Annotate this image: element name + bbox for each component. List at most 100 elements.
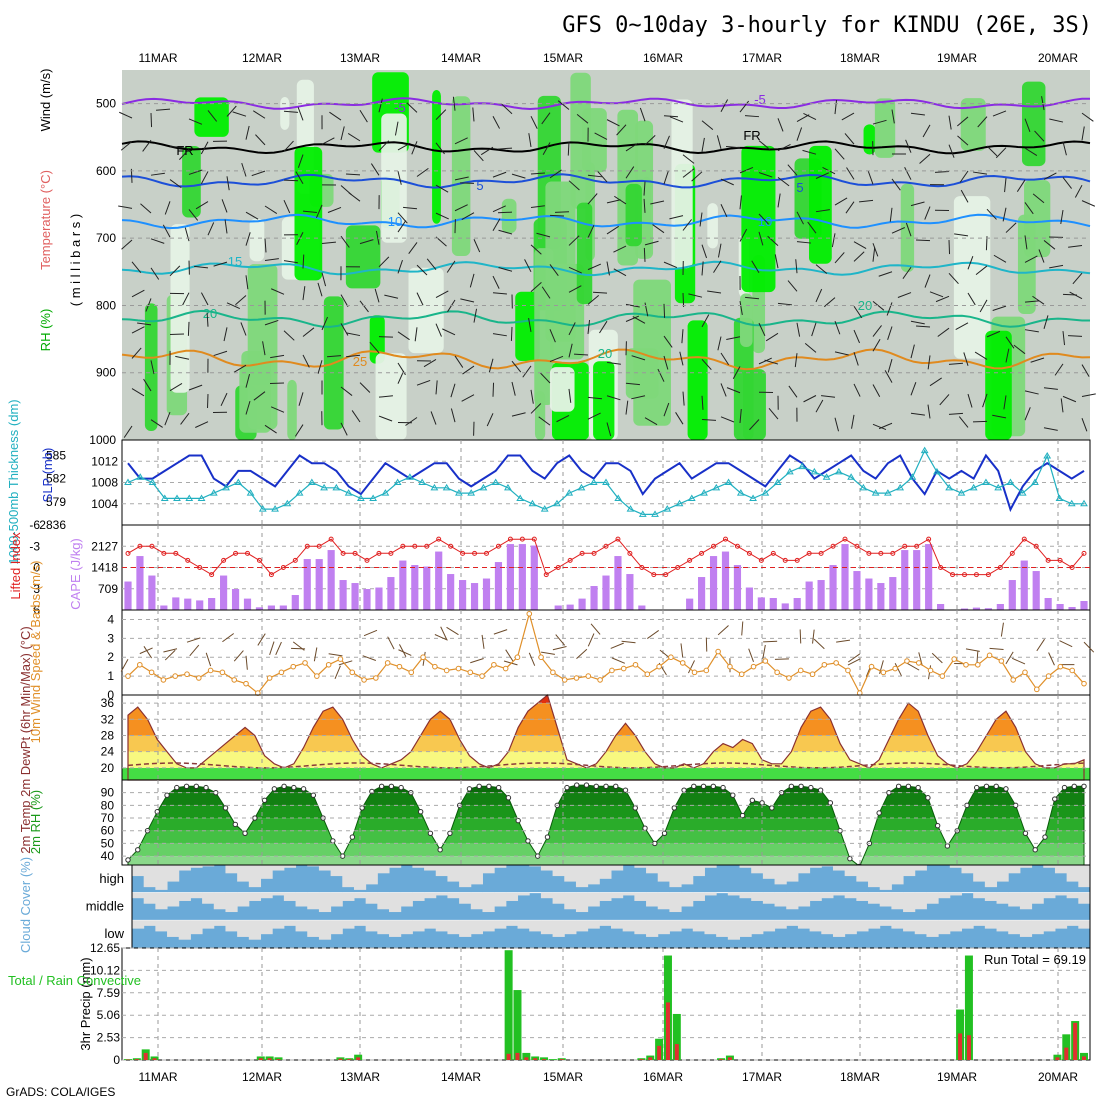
wind10-point <box>915 660 922 666</box>
cape-bar <box>243 598 252 610</box>
cloud-cell <box>973 892 986 899</box>
cape-bar <box>614 556 622 610</box>
cloud-cell <box>891 920 904 929</box>
rh-point <box>720 784 726 791</box>
lifted-index-point <box>1033 543 1039 549</box>
wind-barb <box>188 169 203 175</box>
rh-point <box>749 797 756 803</box>
wind-barb <box>492 333 507 337</box>
wind-barb <box>568 343 573 358</box>
lifted-index-point <box>185 557 191 563</box>
rh-point <box>164 792 170 798</box>
wind-barb <box>924 274 931 288</box>
cloud-cell <box>330 892 343 907</box>
lifted-index-point <box>412 543 418 549</box>
cloud-cell <box>132 920 145 929</box>
wind-barb <box>207 110 218 122</box>
cloud-cell <box>540 920 554 935</box>
cloud-cell <box>330 920 343 935</box>
slp-point <box>136 473 145 480</box>
wind10-point <box>679 660 686 666</box>
wind-barb <box>251 170 266 177</box>
wind-barb <box>321 241 336 244</box>
wind-barb <box>853 383 861 397</box>
lifted-tick-label: 3 <box>33 582 40 596</box>
precip-total-bar <box>964 955 973 1060</box>
precip-convective-bar <box>966 1035 971 1060</box>
slp-point <box>271 505 279 512</box>
wind-barb <box>872 384 881 397</box>
wind-barb <box>1032 193 1045 204</box>
wind-barb <box>701 358 712 371</box>
wind10-barb <box>763 640 778 643</box>
cape-tick-label: 709 <box>98 582 118 596</box>
wind-barb <box>1049 118 1064 123</box>
lifted-index-point <box>567 557 573 563</box>
cloud-cell <box>681 920 694 929</box>
cloud-cell <box>540 865 554 871</box>
cloud-cell <box>751 865 764 874</box>
wind-barb <box>435 142 445 155</box>
slp-point <box>197 494 206 501</box>
wind-barb <box>845 201 855 214</box>
wind-barb <box>498 267 513 272</box>
wind10-barb <box>528 652 536 666</box>
wind-barb <box>405 417 418 426</box>
wind-barb <box>922 124 931 138</box>
rh-patch <box>733 317 754 440</box>
cape-bar <box>1008 580 1016 610</box>
wind-barb <box>264 258 279 262</box>
rh-point <box>876 810 882 816</box>
wind-barb <box>302 210 317 213</box>
cloud-cell <box>213 892 226 910</box>
cloud-cell <box>692 892 705 901</box>
slp-point <box>307 478 316 485</box>
wind10-point <box>668 654 674 661</box>
wind10-barb <box>610 642 624 649</box>
rh-point <box>1032 847 1038 853</box>
wind10-tick-label: 4 <box>107 612 114 626</box>
wind10-barb <box>313 647 318 662</box>
wind-barb <box>592 291 608 294</box>
wind10-barb <box>233 650 244 662</box>
top-date-label: 15MAR <box>543 51 583 65</box>
rh-point <box>808 784 814 791</box>
slp-tick-label: 1012 <box>91 454 118 468</box>
wind-barb <box>682 154 695 164</box>
wind10-point <box>1069 667 1075 674</box>
wind-barb <box>644 135 656 146</box>
slp-point <box>258 505 267 512</box>
wind-barb <box>587 263 602 271</box>
rh-patch <box>953 196 991 359</box>
wind-barb <box>872 338 881 352</box>
wind-barb <box>599 320 608 334</box>
wind10-point <box>845 667 851 674</box>
wind-barb <box>1062 141 1067 156</box>
rh-point <box>661 830 668 836</box>
wind10-barb <box>143 646 153 659</box>
cape-bar <box>925 544 933 610</box>
precip-convective-bar <box>1064 1047 1069 1060</box>
wind-barb <box>992 414 1007 419</box>
wind-barb <box>774 254 779 269</box>
wind10-point <box>266 675 273 681</box>
wind10-barb <box>245 655 248 670</box>
wind-barb <box>663 170 669 185</box>
wind-barb <box>1062 177 1072 189</box>
wind10-point <box>432 663 438 670</box>
wind-barb <box>498 229 513 235</box>
slp-point <box>994 483 1003 491</box>
wind-barb <box>663 115 678 118</box>
thickness-line <box>127 453 1085 513</box>
wind-barb <box>910 320 925 325</box>
wind-barb <box>587 174 602 178</box>
rh-patch <box>809 145 832 264</box>
wind-barb <box>682 219 692 231</box>
precip-convective-bar <box>719 1059 724 1060</box>
wind-barb <box>297 154 304 168</box>
wind-barb <box>802 149 817 155</box>
wind10-barb <box>965 648 980 652</box>
wind-barb <box>270 406 285 413</box>
wind-barb <box>975 265 988 276</box>
lifted-index-point <box>388 550 394 556</box>
